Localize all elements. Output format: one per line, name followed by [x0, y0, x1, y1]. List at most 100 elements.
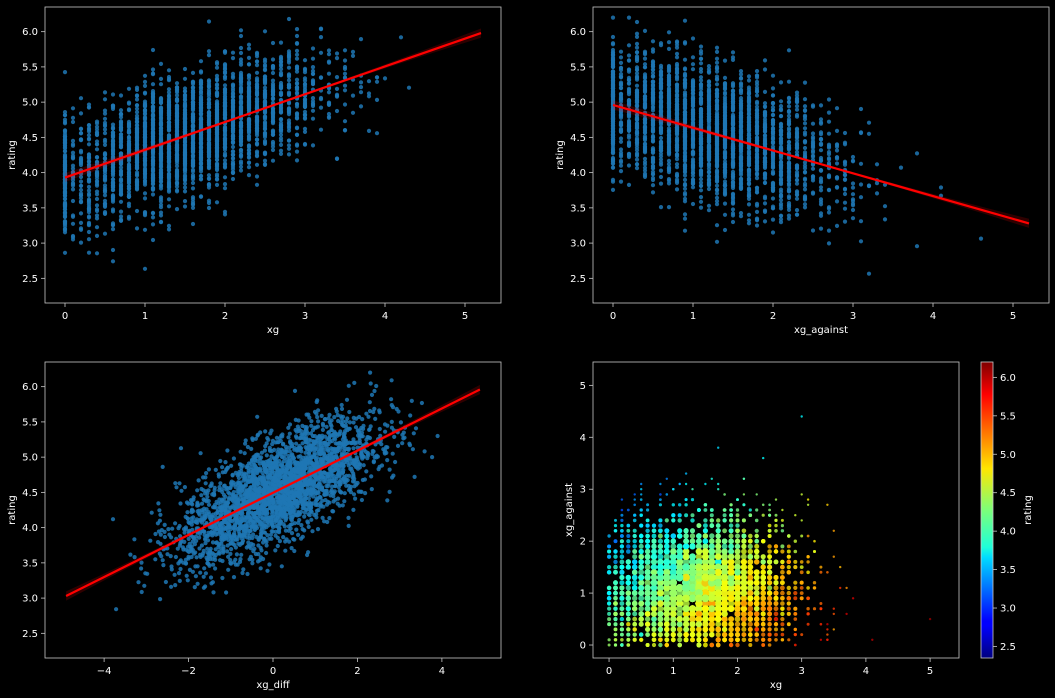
data-point [246, 134, 252, 139]
data-point [270, 158, 276, 163]
data-point [850, 154, 856, 160]
data-point [858, 106, 864, 112]
data-point [810, 190, 816, 195]
data-point [206, 53, 212, 58]
data-point [858, 239, 864, 244]
data-point [690, 36, 696, 41]
data-point [326, 102, 332, 107]
data-point [238, 33, 244, 39]
data-point [610, 111, 616, 116]
data-point [310, 108, 316, 113]
data-point [102, 97, 108, 102]
data-point [246, 155, 252, 160]
data-point [158, 159, 164, 164]
data-point [318, 35, 324, 40]
data-point [142, 191, 148, 196]
data-point [754, 82, 760, 87]
data-point [70, 213, 76, 218]
data-point [62, 201, 68, 206]
data-point [126, 108, 132, 113]
data-point [206, 160, 212, 165]
data-point [254, 70, 260, 75]
data-point [286, 16, 292, 22]
data-point [158, 100, 164, 105]
data-point [166, 90, 172, 95]
data-point [158, 76, 164, 81]
data-point [78, 131, 84, 136]
data-point [874, 191, 880, 196]
data-point [214, 86, 220, 91]
data-point [142, 73, 148, 78]
data-point [166, 149, 172, 154]
data-point [158, 106, 164, 111]
data-point [714, 69, 720, 74]
data-point [254, 99, 260, 104]
data-point [150, 159, 156, 164]
data-point [270, 117, 276, 122]
data-point [278, 151, 284, 156]
data-point [182, 100, 188, 105]
data-point [270, 141, 276, 146]
data-point [666, 40, 672, 45]
data-point [634, 19, 640, 25]
data-point [858, 219, 864, 224]
data-point [158, 175, 164, 180]
data-point [142, 180, 148, 185]
data-point [254, 59, 260, 64]
data-point [682, 157, 688, 162]
data-point [754, 69, 760, 74]
data-point [818, 197, 824, 202]
data-point [286, 92, 292, 97]
data-point [102, 120, 108, 125]
data-point [682, 18, 688, 23]
data-point [62, 134, 68, 139]
data-point [126, 169, 132, 175]
data-point [674, 61, 680, 67]
data-point [358, 37, 364, 42]
data-point [770, 105, 776, 110]
data-point [262, 78, 268, 83]
data-point [102, 139, 108, 144]
data-point [158, 202, 164, 207]
data-point [110, 103, 116, 108]
data-point [158, 116, 164, 121]
data-point [134, 160, 140, 165]
data-point [190, 100, 196, 105]
data-point [214, 162, 220, 167]
data-point [86, 237, 92, 242]
data-point [110, 165, 116, 170]
data-point [254, 128, 260, 133]
data-point [94, 233, 100, 238]
data-point [86, 179, 92, 184]
data-point [150, 215, 156, 220]
y-tick-label: 4.5 [22, 133, 38, 144]
data-point [310, 71, 316, 77]
data-point [110, 144, 116, 149]
data-point [238, 164, 244, 169]
data-point [118, 192, 124, 197]
data-point [658, 90, 664, 95]
data-point [142, 83, 148, 88]
data-point [78, 200, 84, 205]
data-point [206, 49, 212, 54]
data-point [382, 76, 388, 81]
data-point [778, 220, 784, 225]
data-point [610, 78, 616, 83]
data-point [658, 128, 664, 133]
data-point [246, 150, 252, 155]
data-point [70, 138, 76, 143]
data-point [134, 116, 140, 121]
data-point [70, 119, 76, 125]
data-point [786, 104, 792, 109]
data-point [222, 137, 228, 142]
data-point [834, 106, 840, 111]
data-point [222, 71, 228, 76]
data-point [866, 131, 872, 136]
data-point [62, 207, 68, 212]
data-point [610, 187, 616, 192]
data-point [302, 141, 308, 147]
data-point [746, 78, 752, 83]
data-point [190, 104, 196, 109]
data-point [102, 142, 108, 147]
